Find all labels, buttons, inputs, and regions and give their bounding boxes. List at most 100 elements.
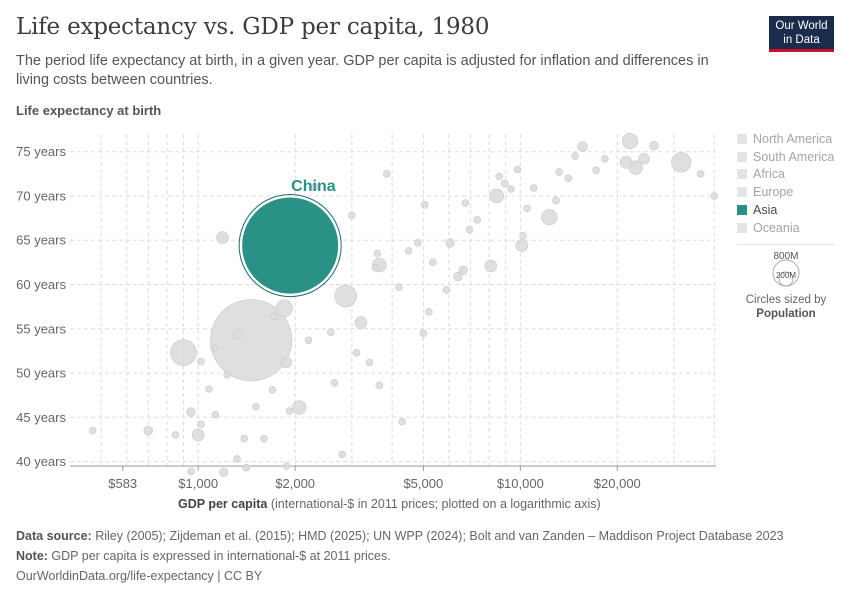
owid-logo[interactable]: Our World in Data	[769, 16, 834, 52]
y-tick-label: 40 years	[16, 454, 66, 469]
legend: North America South America Africa Europ…	[737, 130, 834, 237]
data-point	[191, 428, 205, 442]
data-point	[501, 179, 509, 188]
x-tick-label: $10,000	[497, 476, 544, 491]
data-point	[270, 312, 278, 321]
data-point	[529, 184, 538, 192]
data-point	[413, 239, 422, 247]
data-point	[375, 381, 384, 390]
highlight-point-china	[241, 196, 340, 295]
data-point	[710, 192, 719, 200]
legend-item-south-america[interactable]: South America	[737, 148, 834, 166]
data-point	[334, 284, 357, 308]
data-point	[268, 386, 277, 394]
legend-item-europe[interactable]: Europe	[737, 183, 834, 201]
data-point	[495, 172, 503, 181]
data-point	[453, 271, 463, 282]
license-text: | CC BY	[213, 569, 263, 583]
size-label-small: 200M	[776, 271, 796, 280]
legend-item-africa[interactable]: Africa	[737, 166, 834, 184]
data-point	[420, 201, 429, 209]
data-point	[484, 259, 498, 273]
chart-subtitle: The period life expectancy at birth, in …	[16, 53, 709, 88]
legend-item-oceania[interactable]: Oceania	[737, 219, 834, 237]
data-point	[219, 467, 229, 477]
data-point	[507, 185, 515, 193]
legend-label: Oceania	[753, 220, 800, 235]
legend-item-north-america[interactable]: North America	[737, 130, 834, 148]
data-point	[304, 336, 313, 345]
data-point	[696, 170, 705, 178]
x-tick-label: $1,000	[178, 476, 218, 491]
data-point	[552, 196, 560, 205]
size-note: Circles sized by	[745, 294, 827, 306]
highlight-ring	[238, 194, 342, 298]
size-label-large: 800M	[773, 252, 798, 262]
data-point	[425, 308, 433, 316]
data-point	[242, 464, 251, 472]
data-point	[513, 165, 522, 174]
data-point	[555, 168, 563, 176]
data-point	[285, 407, 294, 415]
data-point	[310, 183, 319, 191]
data-point	[292, 400, 307, 415]
data-point	[442, 286, 451, 294]
data-point	[197, 420, 205, 429]
legend-item-asia[interactable]: Asia	[737, 201, 834, 219]
data-point	[211, 410, 220, 419]
legend-swatch-asia	[737, 205, 747, 216]
data-point	[373, 249, 382, 258]
footer-link: OurWorldinData.org/life-expectancy | CC …	[16, 569, 262, 583]
data-point	[352, 348, 361, 357]
logo-line-1: Our World	[775, 20, 828, 32]
data-point	[233, 455, 241, 463]
data-point	[519, 232, 527, 240]
data-point	[260, 434, 268, 443]
note-label: Note:	[16, 549, 48, 563]
data-point	[187, 467, 195, 476]
legend-label: Africa	[753, 167, 785, 182]
data-point	[252, 402, 260, 411]
y-tick-label: 70 years	[16, 188, 66, 203]
data-point	[233, 329, 243, 339]
footer-note: Note: GDP per capita is expressed in int…	[16, 549, 391, 563]
data-point	[564, 174, 573, 183]
x-axis-title-rest: (international-$ in 2011 prices; plotted…	[267, 497, 601, 511]
data-point	[88, 426, 97, 435]
x-tick-label: $2,000	[275, 476, 315, 491]
y-tick-label: 75 years	[16, 144, 66, 159]
data-point	[445, 238, 455, 248]
data-point	[280, 356, 293, 369]
data-point	[473, 216, 482, 224]
y-axis-title: Life expectancy at birth	[16, 103, 162, 118]
data-point	[577, 141, 588, 152]
footer-source: Data source: Riley (2005); Zijdeman et a…	[16, 529, 784, 543]
data-point	[395, 283, 403, 291]
data-point	[210, 344, 218, 353]
y-tick-label: 45 years	[16, 410, 66, 425]
data-point	[186, 407, 196, 417]
source-label: Data source:	[16, 529, 92, 543]
data-point	[621, 133, 639, 150]
data-point	[638, 153, 650, 165]
source-text: Riley (2005); Zijdeman et al. (2015); HM…	[91, 529, 784, 543]
data-point	[419, 329, 428, 337]
legend-label: South America	[753, 149, 835, 164]
data-point	[592, 166, 600, 175]
data-point	[348, 211, 356, 220]
data-point	[571, 152, 579, 160]
y-tick-label: 50 years	[16, 366, 66, 381]
data-point	[489, 188, 504, 204]
data-point	[330, 379, 339, 387]
legend-swatch	[737, 187, 747, 198]
data-point	[404, 247, 413, 255]
data-point	[223, 371, 231, 379]
data-point	[371, 263, 380, 272]
data-point	[649, 140, 659, 151]
y-tick-label: 55 years	[16, 321, 66, 336]
size-legend: 800M 200M Circles sized by Population	[741, 251, 831, 321]
data-point	[354, 316, 368, 329]
source-link[interactable]: OurWorldinData.org/life-expectancy	[16, 569, 214, 583]
size-note-bold: Population	[756, 308, 816, 320]
